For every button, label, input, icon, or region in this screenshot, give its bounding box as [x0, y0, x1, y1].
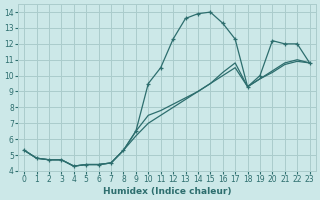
X-axis label: Humidex (Indice chaleur): Humidex (Indice chaleur)	[103, 187, 231, 196]
